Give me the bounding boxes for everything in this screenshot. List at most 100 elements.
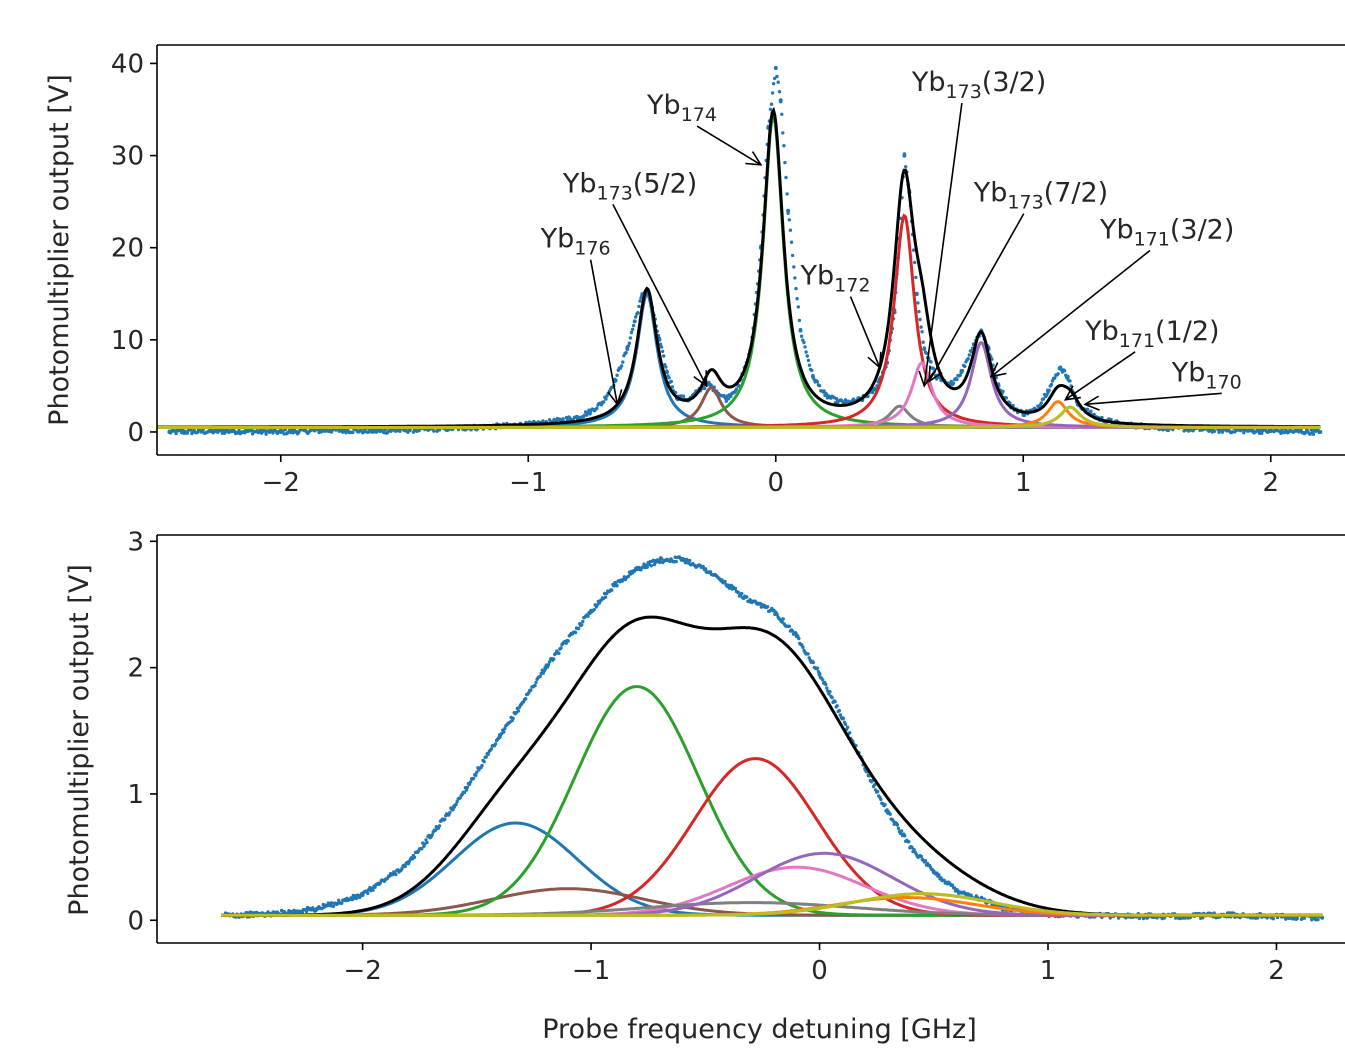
measured-point bbox=[740, 591, 744, 596]
measured-point bbox=[966, 357, 970, 361]
measured-point bbox=[486, 752, 490, 756]
measured-point bbox=[726, 583, 731, 588]
measured-point bbox=[688, 558, 692, 563]
annotation-arrowhead bbox=[607, 389, 623, 407]
measured-point bbox=[939, 876, 943, 880]
measured-point bbox=[931, 366, 935, 371]
measured-point bbox=[824, 682, 828, 687]
measured-point bbox=[778, 98, 783, 103]
measured-point bbox=[924, 351, 929, 355]
measured-point bbox=[810, 368, 814, 373]
measured-point bbox=[625, 347, 630, 351]
measured-point bbox=[794, 286, 798, 291]
measured-point bbox=[468, 780, 473, 784]
measured-point bbox=[1089, 409, 1093, 413]
x-tick-label: −2 bbox=[262, 468, 300, 498]
measured-point bbox=[916, 301, 920, 305]
measured-point bbox=[838, 713, 842, 717]
measured-point bbox=[804, 350, 808, 354]
annotations: Yb176Yb173(5/2)Yb174Yb173(3/2)Yb173(7/2)… bbox=[540, 67, 1242, 411]
y-tick-label: 20 bbox=[111, 234, 144, 264]
annotation-base: Yb bbox=[1099, 214, 1134, 245]
measured-point bbox=[420, 847, 424, 851]
measured-point bbox=[703, 567, 708, 572]
measured-point bbox=[278, 430, 283, 434]
measured-point bbox=[437, 428, 442, 432]
annotation-base: Yb bbox=[1084, 316, 1119, 347]
measured-point bbox=[680, 557, 685, 561]
measured-point bbox=[575, 415, 580, 420]
measured-point bbox=[503, 726, 507, 731]
measured-point bbox=[511, 716, 515, 720]
measured-point bbox=[799, 334, 804, 338]
measured-point bbox=[789, 240, 794, 244]
measured-point bbox=[645, 565, 649, 569]
measured-point bbox=[455, 800, 459, 804]
component-fit-line bbox=[157, 291, 1321, 429]
measured-point bbox=[547, 660, 552, 664]
measured-point bbox=[630, 327, 635, 332]
measured-point bbox=[921, 340, 925, 344]
y-axis-label: Photomultiplier output [V] bbox=[64, 564, 95, 916]
measured-point bbox=[1219, 428, 1224, 433]
measured-point bbox=[914, 291, 919, 296]
measured-point bbox=[683, 561, 688, 565]
measured-point bbox=[604, 397, 608, 401]
measured-point bbox=[1039, 401, 1044, 405]
measured-point bbox=[344, 431, 348, 435]
measured-point bbox=[283, 910, 287, 914]
annotation-base: Yb bbox=[646, 90, 681, 121]
measured-point bbox=[649, 564, 653, 568]
measured-point bbox=[534, 680, 538, 685]
measured-point bbox=[600, 400, 605, 405]
measured-point bbox=[340, 901, 344, 905]
measured-point bbox=[736, 591, 741, 595]
measured-point bbox=[484, 755, 488, 759]
measured-point bbox=[724, 396, 729, 401]
measured-point bbox=[830, 695, 834, 700]
measured-point bbox=[1251, 428, 1255, 432]
annotation-arrowhead bbox=[928, 365, 943, 383]
measured-point bbox=[950, 883, 955, 887]
measured-point bbox=[703, 386, 707, 391]
measured-point bbox=[794, 634, 799, 639]
measured-point bbox=[1046, 388, 1050, 393]
measured-point bbox=[651, 558, 656, 562]
measured-point bbox=[817, 671, 822, 676]
annotation-tail: (7/2) bbox=[1044, 178, 1109, 209]
measured-point bbox=[1058, 365, 1063, 370]
measured-point bbox=[167, 430, 172, 434]
annotation-arrowhead bbox=[745, 151, 763, 166]
measured-point bbox=[876, 789, 880, 794]
measured-point bbox=[771, 82, 776, 86]
measured-point bbox=[658, 342, 663, 346]
measured-point bbox=[564, 641, 568, 645]
measured-point bbox=[1050, 379, 1055, 383]
measured-point bbox=[489, 747, 494, 751]
measured-point bbox=[1166, 428, 1171, 432]
measured-point bbox=[1085, 407, 1090, 411]
annotation-subscript: 173 bbox=[597, 182, 633, 204]
measured-point bbox=[886, 810, 891, 815]
measured-point bbox=[919, 325, 923, 329]
measured-point bbox=[1201, 916, 1205, 920]
measured-point bbox=[914, 275, 918, 280]
annotation-subscript: 173 bbox=[1007, 192, 1043, 214]
measured-point bbox=[783, 160, 787, 165]
measured-point bbox=[775, 612, 779, 616]
measured-point bbox=[611, 583, 616, 588]
measured-point bbox=[249, 910, 254, 915]
measured-point bbox=[250, 432, 255, 436]
measured-point bbox=[1268, 429, 1273, 433]
measured-point bbox=[723, 579, 727, 584]
measured-point bbox=[810, 374, 815, 379]
annotation-base: Yb bbox=[1171, 357, 1206, 388]
annotation-base: Yb bbox=[911, 67, 946, 98]
measured-point bbox=[843, 722, 848, 726]
measured-point bbox=[821, 678, 825, 682]
y-tick-label: 3 bbox=[127, 527, 144, 557]
plot-area bbox=[221, 555, 1325, 922]
measured-point bbox=[337, 898, 341, 902]
measured-point bbox=[636, 311, 640, 315]
